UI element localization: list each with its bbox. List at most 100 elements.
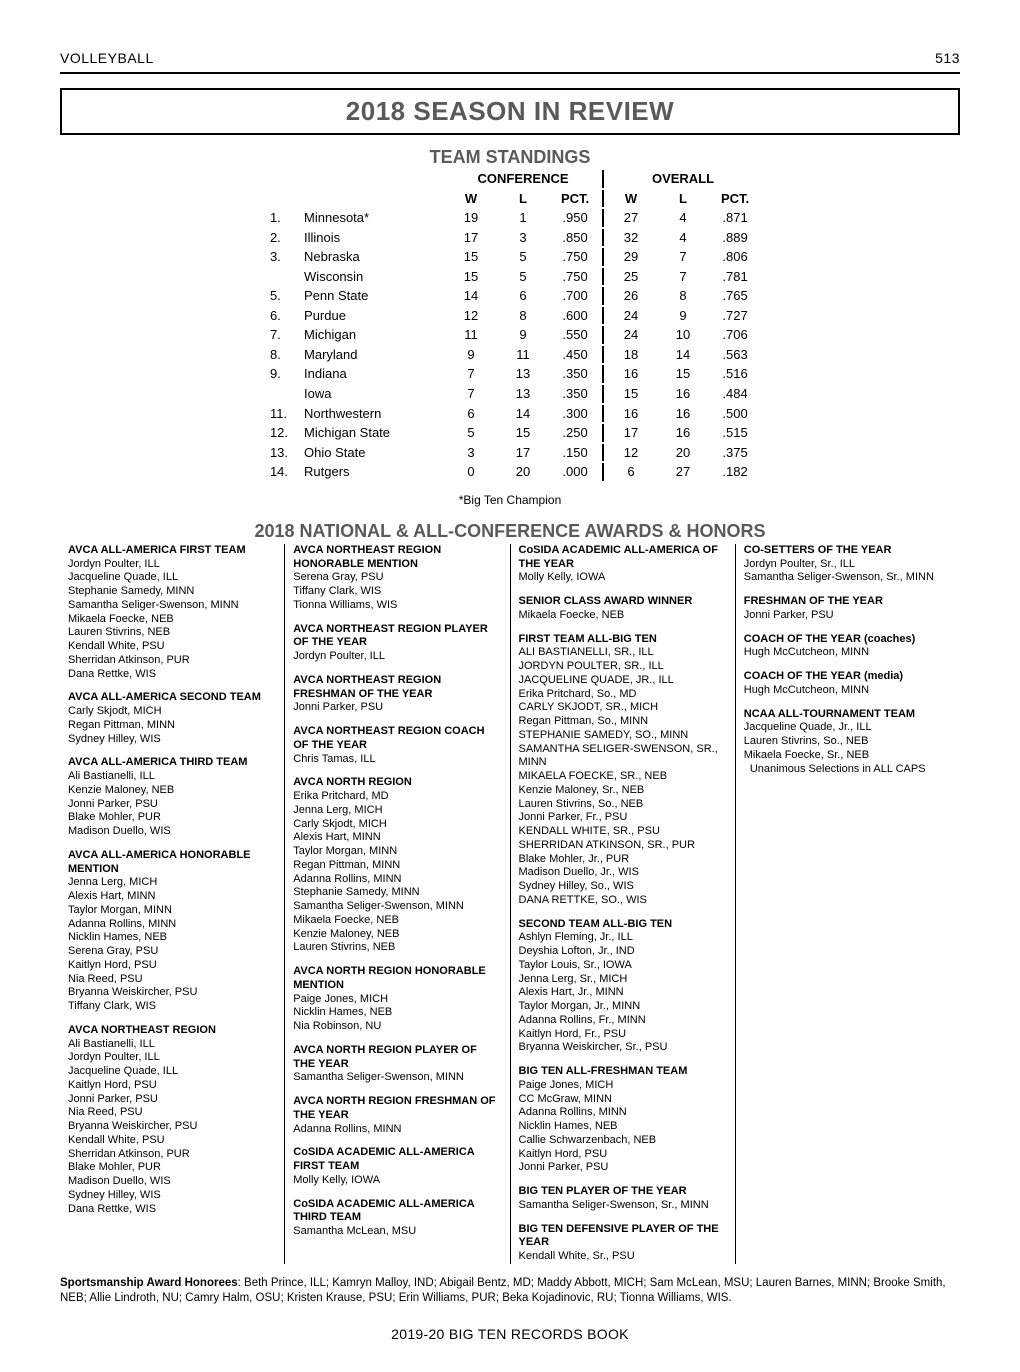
award-item: Bryanna Weiskircher, PSU bbox=[68, 1120, 276, 1134]
award-item: Alexis Hart, Jr., MINN bbox=[519, 986, 727, 1000]
footer: 2019-20 BIG TEN RECORDS BOOK bbox=[60, 1326, 960, 1342]
sportsmanship-note: Sportsmanship Award Honorees: Beth Princ… bbox=[60, 1276, 960, 1306]
award-item: Regan Pittman, So., MINN bbox=[519, 715, 727, 729]
award-item: Erika Pritchard, MD bbox=[293, 790, 501, 804]
table-row: 5.Penn State146.700268.765 bbox=[260, 287, 760, 305]
award-item: Adanna Rollins, MINN bbox=[293, 873, 501, 887]
award-item: Paige Jones, MICH bbox=[293, 993, 501, 1007]
award-item: Jacqueline Quade, Jr., ILL bbox=[744, 721, 952, 735]
award-item: Jonni Parker, PSU bbox=[293, 701, 501, 715]
award-item: Blake Mohler, PUR bbox=[68, 1161, 276, 1175]
award-item: Tiffany Clark, WIS bbox=[68, 1000, 276, 1014]
award-section-heading: AVCA NORTH REGION bbox=[293, 776, 501, 790]
award-item: Kenzie Maloney, Sr., NEB bbox=[519, 784, 727, 798]
award-item: Dana Rettke, WIS bbox=[68, 668, 276, 682]
award-item: ALI BASTIANELLI, SR., ILL bbox=[519, 646, 727, 660]
award-item: Nia Robinson, NU bbox=[293, 1020, 501, 1034]
award-item: Serena Gray, PSU bbox=[68, 945, 276, 959]
award-item: Sydney Hilley, WIS bbox=[68, 733, 276, 747]
award-item: CC McGraw, MINN bbox=[519, 1093, 727, 1107]
award-item: Nicklin Hames, NEB bbox=[68, 931, 276, 945]
award-item: Regan Pittman, MINN bbox=[293, 859, 501, 873]
award-item: MIKAELA FOECKE, SR., NEB bbox=[519, 770, 727, 784]
award-item: Adanna Rollins, MINN bbox=[519, 1106, 727, 1120]
standings-heading: TEAM STANDINGS bbox=[60, 147, 960, 168]
award-item: Jacqueline Quade, ILL bbox=[68, 571, 276, 585]
award-item: Taylor Louis, Sr., IOWA bbox=[519, 959, 727, 973]
sportsmanship-label: Sportsmanship Award Honorees bbox=[60, 1277, 238, 1289]
header-right: 513 bbox=[935, 50, 960, 66]
award-section-heading: AVCA NORTHEAST REGION bbox=[68, 1024, 276, 1038]
award-item: Mikaela Foecke, NEB bbox=[68, 613, 276, 627]
award-item: DANA RETTKE, SO., WIS bbox=[519, 894, 727, 908]
award-item: Jordyn Poulter, ILL bbox=[293, 650, 501, 664]
award-section-heading: FIRST TEAM ALL-BIG TEN bbox=[519, 633, 727, 647]
award-item: Samantha Seliger-Swenson, MINN bbox=[293, 1071, 501, 1085]
award-item: Madison Duello, WIS bbox=[68, 1175, 276, 1189]
award-item: Mikaela Foecke, NEB bbox=[519, 609, 727, 623]
awards-col-3: CoSIDA ACADEMIC ALL-AMERICA OF THE YEARM… bbox=[511, 544, 736, 1264]
award-item: Deyshia Lofton, Jr., IND bbox=[519, 945, 727, 959]
award-item: Paige Jones, MICH bbox=[519, 1079, 727, 1093]
award-item: Madison Duello, Jr., WIS bbox=[519, 866, 727, 880]
award-item: Molly Kelly, IOWA bbox=[519, 571, 727, 585]
award-item: Sherridan Atkinson, PUR bbox=[68, 654, 276, 668]
table-row: 8.Maryland911.4501814.563 bbox=[260, 346, 760, 364]
award-item: Adanna Rollins, MINN bbox=[293, 1123, 501, 1137]
header-left: VOLLEYBALL bbox=[60, 50, 154, 66]
table-row: 12.Michigan State515.2501716.515 bbox=[260, 424, 760, 442]
award-item: Taylor Morgan, MINN bbox=[293, 845, 501, 859]
award-item: Hugh McCutcheon, MINN bbox=[744, 684, 952, 698]
award-section-heading: NCAA ALL-TOURNAMENT TEAM bbox=[744, 708, 952, 722]
award-item: Nia Reed, PSU bbox=[68, 973, 276, 987]
award-item: Nicklin Hames, NEB bbox=[293, 1006, 501, 1020]
award-item: SAMANTHA SELIGER-SWENSON, SR., MINN bbox=[519, 743, 727, 771]
award-section-heading: AVCA NORTH REGION HONORABLE MENTION bbox=[293, 965, 501, 993]
award-item: Carly Skjodt, MICH bbox=[68, 705, 276, 719]
award-item: KENDALL WHITE, SR., PSU bbox=[519, 825, 727, 839]
award-section-heading: AVCA ALL-AMERICA FIRST TEAM bbox=[68, 544, 276, 558]
page-header: VOLLEYBALL 513 bbox=[60, 50, 960, 74]
award-item: Sydney Hilley, WIS bbox=[68, 1189, 276, 1203]
award-item: JORDYN POULTER, SR., ILL bbox=[519, 660, 727, 674]
award-item: Kendall White, Sr., PSU bbox=[519, 1250, 727, 1264]
award-section-heading: CoSIDA ACADEMIC ALL-AMERICA FIRST TEAM bbox=[293, 1146, 501, 1174]
col-group-overall: OVERALL bbox=[606, 170, 760, 188]
award-item: Mikaela Foecke, Sr., NEB bbox=[744, 749, 952, 763]
award-item: Chris Tamas, ILL bbox=[293, 753, 501, 767]
award-item: Stephanie Samedy, MINN bbox=[68, 585, 276, 599]
col-group-conference: CONFERENCE bbox=[446, 170, 600, 188]
award-item: Samantha Seliger-Swenson, Sr., MINN bbox=[744, 571, 952, 585]
award-item: Lauren Stivrins, So., NEB bbox=[519, 798, 727, 812]
award-item: Lauren Stivrins, So., NEB bbox=[744, 735, 952, 749]
award-section-heading: SECOND TEAM ALL-BIG TEN bbox=[519, 918, 727, 932]
award-item: Bryanna Weiskircher, Sr., PSU bbox=[519, 1041, 727, 1055]
award-item: Blake Mohler, PUR bbox=[68, 811, 276, 825]
award-item: Nicklin Hames, NEB bbox=[519, 1120, 727, 1134]
table-row: 14.Rutgers020.000627.182 bbox=[260, 463, 760, 481]
awards-col-4: CO-SETTERS OF THE YEARJordyn Poulter, Sr… bbox=[736, 544, 960, 1264]
award-section-heading: FRESHMAN OF THE YEAR bbox=[744, 595, 952, 609]
award-item: Tiffany Clark, WIS bbox=[293, 585, 501, 599]
standings-table: CONFERENCE OVERALL W L PCT. W L PCT. 1.M… bbox=[258, 168, 762, 483]
award-item: Mikaela Foecke, NEB bbox=[293, 914, 501, 928]
award-item: Sydney Hilley, So., WIS bbox=[519, 880, 727, 894]
award-item: Jordyn Poulter, Sr., ILL bbox=[744, 558, 952, 572]
award-item: Molly Kelly, IOWA bbox=[293, 1174, 501, 1188]
award-section-heading: AVCA ALL-AMERICA SECOND TEAM bbox=[68, 691, 276, 705]
award-item: Unanimous Selections in ALL CAPS bbox=[744, 763, 952, 777]
award-item: Stephanie Samedy, MINN bbox=[293, 886, 501, 900]
award-item: Jordyn Poulter, ILL bbox=[68, 558, 276, 572]
award-item: Kendall White, PSU bbox=[68, 640, 276, 654]
award-item: JACQUELINE QUADE, JR., ILL bbox=[519, 674, 727, 688]
award-section-heading: BIG TEN DEFENSIVE PLAYER OF THE YEAR bbox=[519, 1223, 727, 1251]
award-item: Taylor Morgan, Jr., MINN bbox=[519, 1000, 727, 1014]
award-item: Jonni Parker, PSU bbox=[744, 609, 952, 623]
award-item: Jonni Parker, PSU bbox=[519, 1161, 727, 1175]
award-item: Kendall White, PSU bbox=[68, 1134, 276, 1148]
award-item: Jonni Parker, Fr., PSU bbox=[519, 811, 727, 825]
award-item: Kaitlyn Hord, PSU bbox=[68, 959, 276, 973]
award-section-heading: AVCA NORTH REGION FRESHMAN OF THE YEAR bbox=[293, 1095, 501, 1123]
season-title-box: 2018 SEASON IN REVIEW bbox=[60, 88, 960, 135]
award-item: Adanna Rollins, MINN bbox=[68, 918, 276, 932]
